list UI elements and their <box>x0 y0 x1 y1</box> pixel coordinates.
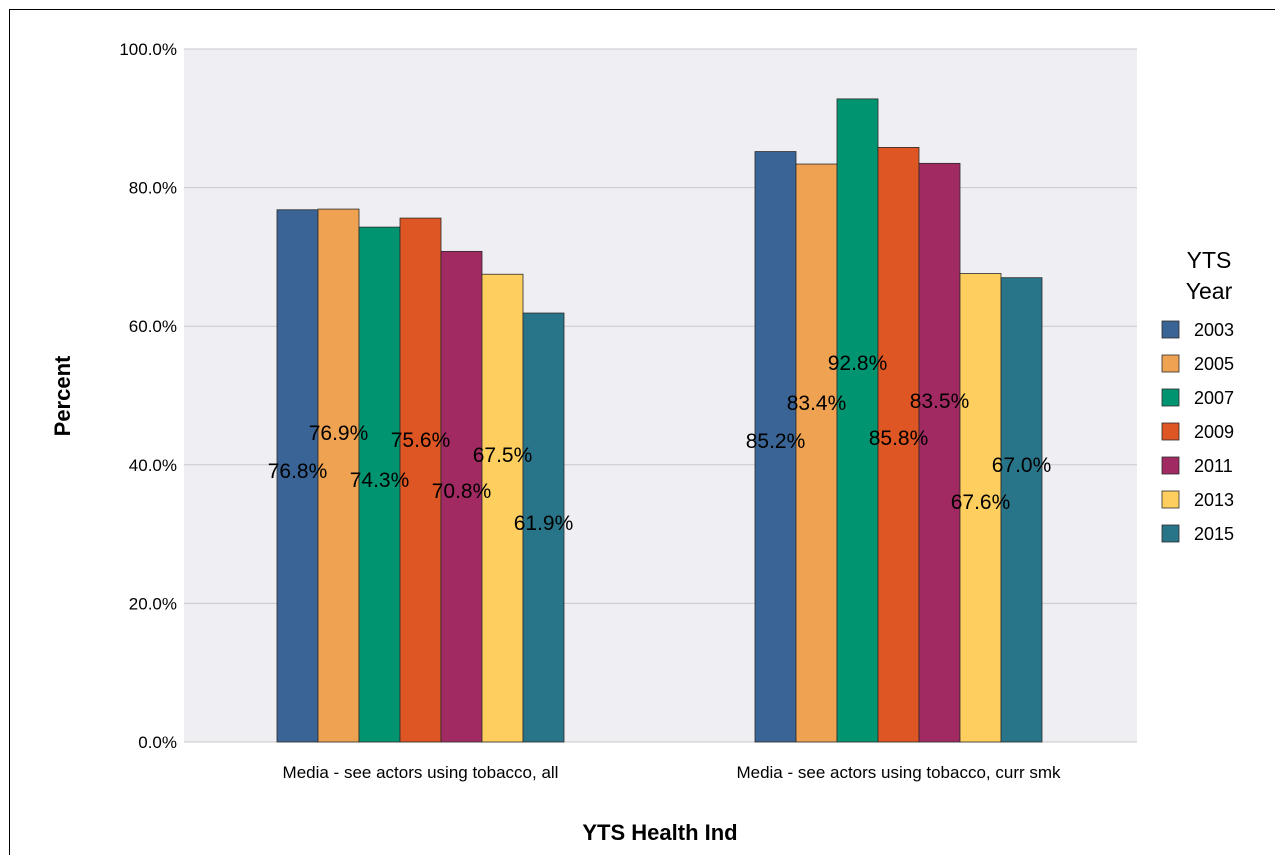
legend-swatch-2011 <box>1161 456 1180 475</box>
y-axis-ticks: 0.0% 20.0% 40.0% 60.0% 80.0% 100.0% <box>119 40 177 752</box>
bar-2013-1 <box>481 273 524 743</box>
legend-swatch-2009 <box>1161 422 1180 441</box>
data-label: 67.5% <box>473 444 533 467</box>
bar-2009-1 <box>399 217 442 743</box>
data-label: 70.8% <box>432 480 492 503</box>
y-tick-label: 80.0% <box>129 179 177 198</box>
bar-2015-1 <box>522 312 565 743</box>
y-tick-label: 20.0% <box>129 594 177 613</box>
legend: YTS Year 2003 2005 2007 2009 2011 2013 2015 <box>1161 247 1234 544</box>
legend-swatch-2013 <box>1161 490 1180 509</box>
x-category-label: Media - see actors using tobacco, curr s… <box>736 763 1061 782</box>
data-labels: 76.8% 76.9% 74.3% 75.6% 70.8% 67.5% 61.9% 85.2%… <box>268 352 1052 535</box>
y-tick-label: 100.0% <box>119 40 177 59</box>
y-tick-label: 0.0% <box>138 733 177 752</box>
x-axis-categories: Media - see actors using tobacco, all Med… <box>283 763 1061 782</box>
legend-title-line1: YTS <box>1187 247 1232 273</box>
bar-2007-2 <box>836 98 879 743</box>
x-category-label: Media - see actors using tobacco, all <box>283 763 559 782</box>
bars <box>276 98 1043 743</box>
bar-2003-1 <box>276 209 319 743</box>
data-label: 61.9% <box>514 512 574 535</box>
legend-swatch-2005 <box>1161 354 1180 373</box>
legend-swatch-2015 <box>1161 524 1180 543</box>
data-label: 76.8% <box>268 460 328 483</box>
legend-items: 2003 2005 2007 2009 2011 2013 2015 <box>1161 320 1234 544</box>
data-label: 75.6% <box>391 429 451 452</box>
bar-2013-2 <box>959 273 1002 743</box>
data-label: 74.3% <box>350 469 410 492</box>
y-axis-title: Percent <box>50 355 75 436</box>
legend-label-2007: 2007 <box>1194 388 1234 408</box>
x-axis-title: YTS Health Ind <box>582 820 737 845</box>
y-tick-label: 40.0% <box>129 456 177 475</box>
legend-label-2013: 2013 <box>1194 490 1234 510</box>
bar-2009-2 <box>877 147 920 743</box>
legend-label-2009: 2009 <box>1194 422 1234 442</box>
bar-2005-2 <box>795 163 838 743</box>
legend-title-line2: Year <box>1186 278 1233 304</box>
data-label: 67.6% <box>951 491 1011 514</box>
data-label: 67.0% <box>992 454 1052 477</box>
legend-swatch-2003 <box>1161 320 1180 339</box>
data-label: 85.2% <box>746 430 806 453</box>
data-label: 92.8% <box>828 352 888 375</box>
chart-frame <box>9 9 1275 855</box>
bar-2015-2 <box>1000 277 1043 743</box>
data-label: 85.8% <box>869 427 929 450</box>
legend-label-2003: 2003 <box>1194 320 1234 340</box>
data-label: 76.9% <box>309 422 369 445</box>
y-tick-label: 60.0% <box>129 317 177 336</box>
bar-2003-2 <box>754 151 797 743</box>
legend-swatch-2007 <box>1161 388 1180 407</box>
data-label: 83.5% <box>910 390 970 413</box>
legend-label-2011: 2011 <box>1194 456 1233 476</box>
data-label: 83.4% <box>787 392 847 415</box>
bar-2011-2 <box>918 162 961 743</box>
legend-label-2015: 2015 <box>1194 524 1234 544</box>
legend-label-2005: 2005 <box>1194 354 1234 374</box>
